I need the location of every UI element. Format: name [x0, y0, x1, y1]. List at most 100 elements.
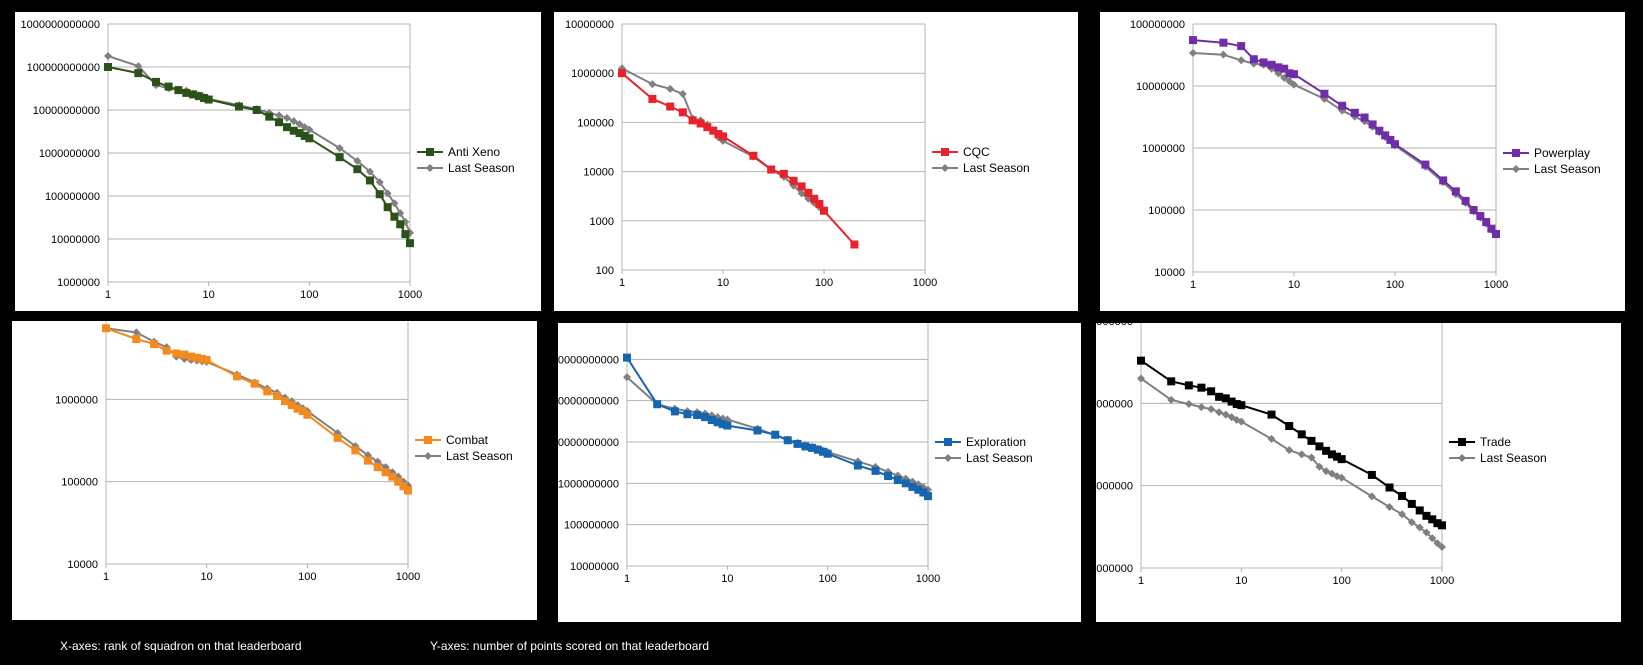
- data-point: [198, 354, 207, 363]
- data-point: [234, 102, 243, 111]
- x-tick-label: 100: [818, 573, 836, 585]
- legend-label: Last Season: [1534, 162, 1601, 176]
- data-point: [1367, 470, 1376, 479]
- data-point: [132, 335, 141, 344]
- data-point: [648, 94, 657, 103]
- series-line: [621, 72, 856, 246]
- y-tick-label: 1000000000: [39, 148, 100, 160]
- y-tick-label: 1000000000000: [1096, 323, 1133, 328]
- data-point: [134, 62, 143, 71]
- data-point: [901, 479, 910, 488]
- data-point: [134, 69, 143, 78]
- data-point: [618, 69, 626, 78]
- data-point: [303, 410, 312, 419]
- data-point: [1184, 400, 1193, 409]
- data-point: [1290, 70, 1298, 79]
- y-tick-label: 100000000000: [558, 396, 619, 408]
- data-point: [815, 199, 824, 208]
- chart-powerplay: 10000 100000 1000000 10000000 100000000 1 10 10…: [1130, 19, 1601, 291]
- data-point: [1307, 453, 1316, 462]
- data-point: [295, 129, 304, 138]
- data-point: [375, 190, 384, 199]
- data-point: [388, 472, 397, 481]
- y-tick-label: 100000000000: [27, 62, 100, 74]
- data-point: [335, 153, 344, 162]
- data-point: [853, 461, 862, 470]
- y-tick-label: 10000000000: [1096, 481, 1133, 493]
- data-point: [1215, 392, 1224, 401]
- data-point: [753, 426, 762, 435]
- x-tick-label: 100: [300, 289, 318, 301]
- series-line: [1140, 377, 1443, 548]
- x-tick-label: 1000: [396, 571, 420, 583]
- legend-marker: [941, 164, 949, 172]
- legend-marker: [426, 148, 434, 156]
- data-point: [289, 126, 298, 135]
- data-point: [273, 391, 282, 400]
- data-point: [1285, 69, 1294, 78]
- y-tick-label: 10000000: [49, 321, 98, 324]
- data-point: [804, 188, 813, 197]
- data-point: [707, 411, 716, 420]
- y-tick-label: 10000000: [565, 19, 614, 31]
- data-point: [1237, 56, 1246, 65]
- data-point: [363, 456, 372, 465]
- data-point: [1428, 534, 1437, 543]
- y-tick-label: 1000000000: [558, 478, 619, 490]
- data-point: [1492, 230, 1500, 239]
- data-point: [1398, 510, 1407, 519]
- legend-marker: [424, 436, 432, 444]
- data-point: [797, 182, 806, 191]
- data-point: [670, 407, 679, 416]
- data-point: [820, 206, 828, 215]
- data-point: [1320, 89, 1329, 98]
- data-point: [396, 220, 405, 229]
- data-point: [1267, 60, 1276, 69]
- x-tick-label: 100: [1332, 575, 1350, 587]
- series-line: [1192, 39, 1497, 235]
- y-tick-label: 100000000: [1130, 19, 1185, 31]
- data-point: [399, 482, 408, 491]
- data-point: [1219, 50, 1228, 59]
- data-point: [1482, 218, 1491, 227]
- x-tick-label: 100: [1386, 279, 1404, 291]
- data-point: [767, 165, 776, 174]
- data-point: [1197, 383, 1206, 392]
- x-tick-label: 1: [624, 573, 630, 585]
- data-point: [283, 114, 292, 123]
- data-point: [1285, 77, 1294, 86]
- y-tick-label: 10000000: [1136, 81, 1185, 93]
- data-point: [275, 111, 284, 120]
- data-point: [1259, 58, 1268, 67]
- data-point: [1433, 519, 1442, 528]
- legend-label: Combat: [446, 433, 489, 447]
- data-point: [1221, 410, 1230, 419]
- data-point: [404, 486, 412, 495]
- data-point: [1249, 55, 1258, 64]
- data-point: [232, 372, 241, 381]
- data-point: [703, 123, 712, 132]
- series-line: [1192, 52, 1497, 236]
- data-point: [1207, 405, 1216, 414]
- series-line: [107, 66, 411, 244]
- y-tick-label: 100000000: [564, 520, 619, 532]
- data-point: [333, 433, 342, 442]
- data-point: [152, 77, 161, 86]
- data-point: [678, 89, 687, 98]
- data-point: [283, 123, 292, 132]
- x-tick-label: 100: [298, 571, 316, 583]
- data-point: [1227, 397, 1236, 406]
- chart-panel-powerplay: 10000 100000 1000000 10000000 100000000 1 10 10…: [1100, 12, 1625, 311]
- y-tick-label: 1000000: [571, 68, 614, 80]
- data-point: [1461, 196, 1470, 205]
- data-point: [693, 411, 702, 420]
- data-point: [1297, 450, 1306, 459]
- data-point: [287, 401, 296, 410]
- data-point: [335, 144, 344, 153]
- data-point: [1469, 206, 1478, 214]
- legend-marker: [424, 452, 432, 460]
- legend-label: Powerplay: [1534, 146, 1590, 160]
- x-tick-label: 10: [1288, 279, 1300, 291]
- data-point: [298, 407, 307, 416]
